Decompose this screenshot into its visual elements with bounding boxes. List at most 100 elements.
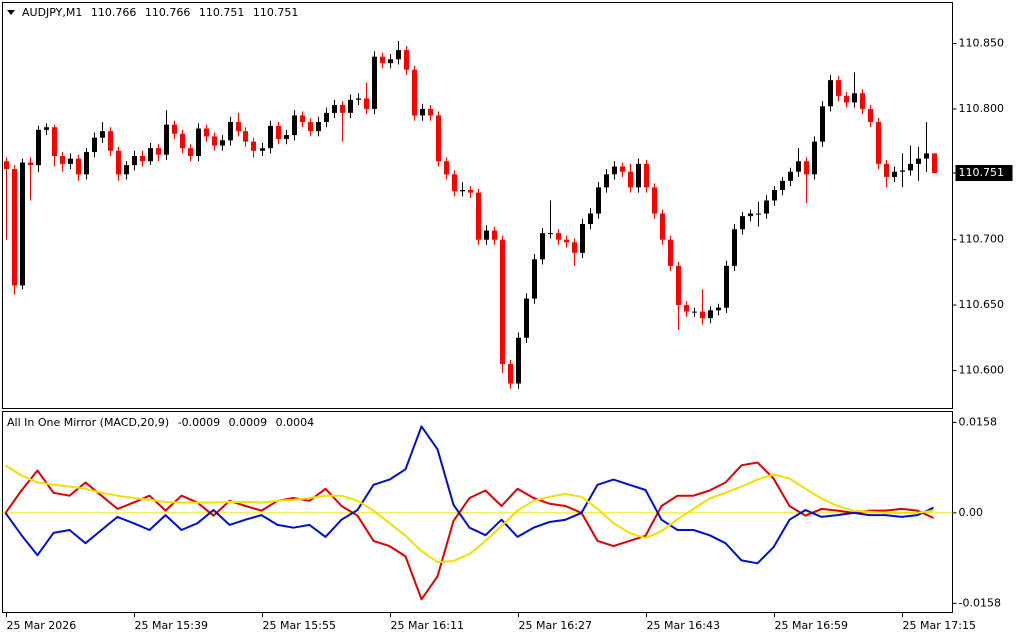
candle-body: [220, 140, 225, 146]
x-tick-label: 25 Mar 16:11: [391, 619, 464, 632]
candle-body: [276, 125, 281, 140]
candle-body: [788, 171, 793, 181]
candle-body: [876, 122, 881, 164]
candle-body: [796, 161, 801, 172]
indicator-title: All In One Mirror (MACD,20,9): [7, 416, 169, 429]
indicator-panel: [2, 411, 953, 613]
indicator-value: 0.0004: [276, 416, 315, 429]
candle-body: [284, 135, 289, 140]
indicator-line: [4, 425, 934, 565]
candle-body: [116, 150, 121, 175]
candle-body: [428, 108, 433, 116]
candle-body: [140, 156, 145, 162]
candle-body: [148, 148, 153, 162]
candle-body: [260, 148, 265, 151]
candle-body: [452, 174, 457, 192]
candle-body: [556, 233, 561, 240]
candle-body: [676, 265, 681, 306]
candle-body: [84, 152, 89, 175]
candle-body: [804, 161, 809, 175]
indicator-line: [4, 461, 934, 601]
candle-body: [724, 265, 729, 308]
candle-body: [268, 125, 273, 149]
candle-body: [180, 133, 185, 149]
candle-body: [236, 122, 241, 132]
y-tick-label: 110.600: [959, 363, 1005, 376]
candle-body: [620, 166, 625, 172]
x-tick-label: 25 Mar 16:43: [647, 619, 720, 632]
candle-body: [4, 161, 9, 170]
candle-body: [828, 80, 833, 107]
price-panel: [2, 2, 953, 409]
candle-body: [412, 69, 417, 116]
candle-body: [548, 233, 553, 235]
candle-body: [76, 158, 81, 175]
header-open: 110.766: [91, 6, 137, 19]
y-tick-label: 0.0158: [959, 415, 998, 428]
candle-body: [844, 95, 849, 103]
symbol: AUDJPY,M1: [22, 6, 82, 19]
x-tick-label: 25 Mar 17:15: [903, 619, 976, 632]
header-close: 110.751: [253, 6, 299, 19]
candle-body: [172, 124, 177, 134]
candle-body: [212, 136, 217, 146]
indicator-line: [4, 464, 934, 564]
candle-body: [756, 213, 761, 215]
candle-body: [820, 106, 825, 142]
candle-body: [92, 137, 97, 153]
candle-body: [716, 307, 721, 311]
candle-body: [52, 127, 57, 157]
candle-body: [500, 239, 505, 364]
indicator-header: All In One Mirror (MACD,20,9) -0.0009 0.…: [7, 416, 314, 429]
candle-body: [12, 169, 17, 286]
candle-body: [124, 165, 129, 175]
candle-body: [924, 153, 929, 159]
candle-body: [196, 128, 201, 157]
candle-body: [508, 363, 513, 384]
candle-body: [308, 122, 313, 132]
candle-body: [476, 192, 481, 240]
candle-body: [380, 56, 385, 64]
candle-body: [420, 108, 425, 116]
candle-body: [644, 163, 649, 188]
header-high: 110.766: [145, 6, 191, 19]
x-tick-label: 25 Mar 2026: [7, 619, 77, 632]
candle-body: [900, 170, 905, 172]
price-header: AUDJPY,M1 110.766 110.766 110.751 110.75…: [22, 6, 298, 19]
candle-body: [156, 148, 161, 155]
candle-body: [68, 158, 73, 164]
candle-body: [251, 141, 256, 151]
x-tick-label: 25 Mar 15:55: [263, 619, 336, 632]
y-tick-label: 0.00: [959, 506, 984, 519]
candle-body: [860, 93, 865, 109]
price-label-box: [955, 165, 1013, 182]
candle-body: [884, 163, 889, 177]
candle-body: [580, 224, 585, 253]
candle-body: [332, 105, 337, 113]
candle-body: [300, 115, 305, 123]
candle-body: [492, 230, 497, 240]
x-tick-label: 25 Mar 16:27: [519, 619, 592, 632]
candle-body: [916, 158, 921, 164]
candle-body: [292, 115, 297, 136]
candle-body: [748, 213, 753, 217]
candle-body: [596, 187, 601, 214]
candle-body: [836, 80, 841, 96]
dropdown-icon[interactable]: [7, 10, 15, 15]
candle-body: [532, 259, 537, 299]
candle-body: [764, 200, 769, 214]
candle-body: [228, 122, 233, 141]
candle-body: [524, 298, 529, 338]
candle-body: [684, 305, 689, 312]
candle-body: [740, 216, 745, 230]
candle-body: [604, 174, 609, 188]
candle-body: [204, 128, 209, 137]
current-price-label: 110.751: [959, 166, 1005, 179]
candle-body: [636, 163, 641, 188]
candle-body: [132, 156, 137, 166]
candle-body: [868, 108, 873, 123]
candle-body: [108, 131, 113, 151]
candle-body: [44, 127, 49, 130]
